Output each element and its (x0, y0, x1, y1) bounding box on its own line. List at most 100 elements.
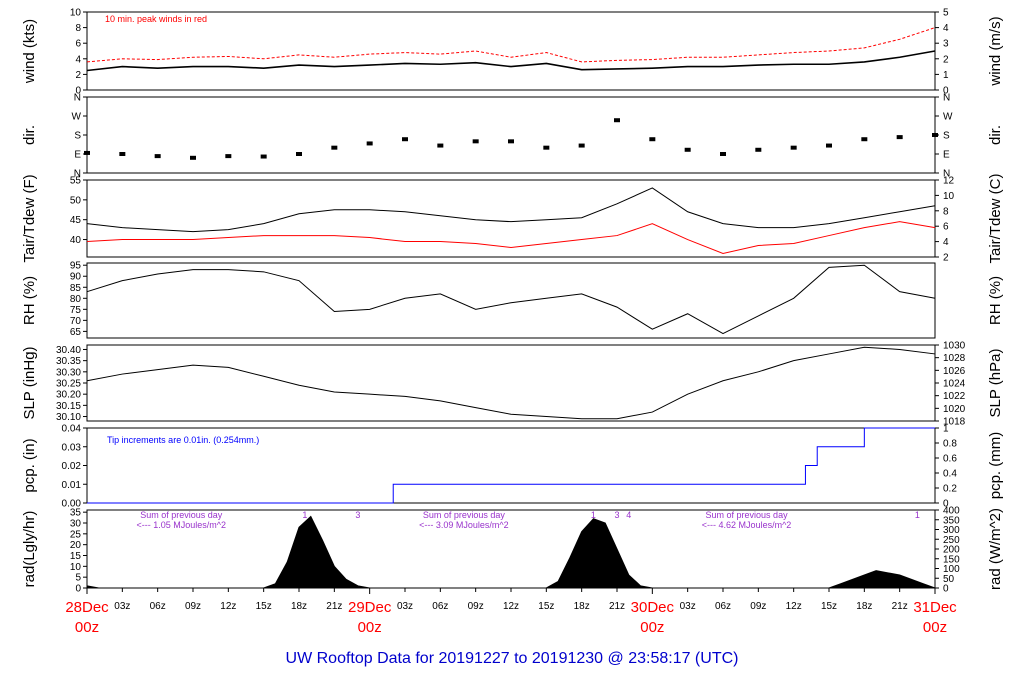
y-tick-label-right: 5 (943, 8, 949, 19)
x-tick-label: 18z (856, 601, 872, 612)
x-tick-label: 03z (680, 601, 696, 612)
y-tick-label: 80 (70, 294, 82, 305)
dir-point (826, 143, 832, 148)
y-tick-label: W (72, 112, 82, 123)
dir-point (543, 145, 550, 150)
x-day-label: 30Dec (631, 599, 675, 616)
dir-point (614, 118, 620, 123)
x-day-hour-label: 00z (640, 619, 664, 636)
x-axis: 03z 06z 09z 12z 15z 18z 21z 03z 06z 09z 12z 15z 18z 2… (65, 588, 957, 636)
y-tick-label-right: 1018 (943, 417, 966, 428)
x-tick-label: 21z (892, 601, 908, 612)
y-tick-label-right: S (943, 131, 950, 142)
y-tick-label: 55 (70, 176, 82, 187)
y-tick-label-right: 10 (943, 191, 955, 202)
y-tick-label: 0.01 (62, 480, 82, 491)
wind-annotation: 10 min. peak winds in red (105, 14, 207, 24)
dir-point (402, 137, 408, 142)
y-tick-label-right: 150 (943, 554, 960, 565)
y-tick-label: 30.15 (56, 401, 81, 412)
dir-point (84, 150, 90, 155)
y-tick-label-right: 1024 (943, 379, 966, 390)
y-tick-label: 25 (70, 529, 82, 540)
y-tick-label-right: W (943, 112, 953, 123)
dir-point (119, 152, 126, 156)
y-tick-label: 20 (70, 540, 82, 551)
panel-rad: 05101520253035050100150200250300350400ra… (21, 506, 1004, 595)
dir-point (578, 143, 585, 148)
y-tick-label-right: N (943, 93, 950, 104)
x-tick-label: 15z (538, 601, 554, 612)
panel-frame (86, 96, 936, 174)
y-tick-label-right: 1 (943, 70, 949, 81)
y-tick-label-right: 2 (943, 54, 949, 65)
dir-point (296, 152, 302, 156)
y-tick-label-right: 350 (943, 515, 960, 526)
y-tick-label: 30.35 (56, 356, 81, 367)
y-tick-label: 45 (70, 215, 82, 226)
y-axis-label: Tair/Tdew (F) (21, 174, 38, 262)
dir-point (790, 145, 797, 150)
panel-pcp: 0.00 0.01 0.02 0.03 0.04 0 0.2 0.4 0.6 0.8 1 pcp. (… (21, 424, 1004, 510)
y-tick-label: 10 (70, 562, 82, 573)
y-tick-label: 30.25 (56, 379, 81, 390)
x-day-label: 29Dec (348, 599, 392, 616)
x-tick-label: 09z (185, 601, 201, 612)
y-axis-label: pcp. (in) (21, 438, 38, 492)
series-pcp (87, 427, 935, 504)
y-tick-label-right: 100 (943, 564, 960, 575)
y-tick-label-right: 0 (943, 499, 949, 510)
panel-frame (86, 179, 936, 258)
y-tick-label: 90 (70, 272, 82, 283)
y-tick-label-right: 1 (943, 424, 949, 435)
series-slp (86, 346, 936, 420)
y-tick-label-right: 250 (943, 535, 960, 546)
rad-marker: 1 (915, 510, 920, 520)
y-axis-label: RH (%) (21, 276, 38, 325)
y-tick-label: 2 (75, 70, 81, 81)
y-tick-label: 30.10 (56, 412, 81, 423)
x-tick-label: 03z (397, 601, 413, 612)
panel-frame (86, 11, 936, 91)
y-tick-label: 4 (75, 54, 81, 65)
y-tick-label-right: 2 (943, 253, 949, 264)
x-day-hour-label: 00z (923, 619, 947, 636)
y-tick-label: 65 (70, 327, 82, 338)
rad-day-sum-value: <--- 3.09 MJoules/m^2 (419, 520, 509, 530)
rad-day-sum-value: <--- 1.05 MJoules/m^2 (136, 520, 226, 530)
y-tick-label: 30.20 (56, 390, 81, 401)
y-tick-label: 70 (70, 316, 82, 327)
x-tick-label: 12z (220, 601, 236, 612)
y-axis-label-right: wind (m/s) (987, 16, 1004, 86)
x-tick-label: 03z (114, 601, 130, 612)
x-tick-label: 06z (432, 601, 448, 612)
dir-point (755, 147, 762, 152)
y-tick-label: 30.40 (56, 345, 81, 356)
rad-marker: 1 (302, 510, 307, 520)
series-rad (86, 515, 936, 589)
y-tick-label: E (74, 150, 81, 161)
y-tick-label: 85 (70, 283, 82, 294)
dir-point (932, 133, 938, 137)
series-rh (86, 264, 936, 335)
x-tick-label: 21z (326, 601, 342, 612)
y-axis-label-right: rad (W/m^2) (987, 508, 1004, 590)
y-tick-label: 30 (70, 519, 82, 530)
dir-point (225, 154, 232, 159)
dir-point (508, 139, 514, 144)
y-tick-label: 0.02 (62, 461, 82, 472)
rad-day-sum-value: <--- 4.62 MJoules/m^2 (702, 520, 792, 530)
y-tick-label-right: 6 (943, 222, 949, 233)
y-tick-label: 0 (75, 584, 81, 595)
x-tick-label: 09z (468, 601, 484, 612)
dir-point (154, 154, 161, 159)
y-tick-label-right: 200 (943, 545, 960, 556)
y-tick-label: 75 (70, 305, 82, 316)
x-day-hour-label: 00z (358, 619, 382, 636)
x-day-label: 28Dec (65, 599, 109, 616)
y-tick-label: 35 (70, 508, 82, 519)
y-tick-label: 30.30 (56, 367, 81, 378)
